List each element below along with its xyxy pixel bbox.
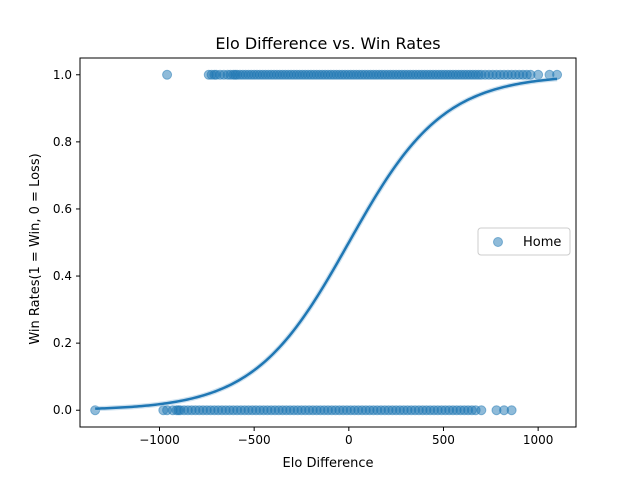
y-tick-label: 0.6 [53, 202, 72, 216]
axes: −1000 −500 0 500 1000 0.0 0.2 0.4 0.6 0.8 1.0 [53, 57, 577, 447]
legend-box [477, 227, 571, 256]
data-point-loss [506, 405, 517, 416]
x-tick-label: 0 [345, 433, 353, 447]
y-tick-label: 1.0 [53, 68, 72, 82]
data-point-win [162, 69, 173, 80]
data-point-loss [476, 405, 487, 416]
logistic-fit-line [95, 77, 558, 410]
y-tick-label: 0.2 [53, 336, 72, 350]
x-tick-label: −500 [238, 433, 271, 447]
legend-entry-home: Home [523, 235, 561, 250]
y-axis-label: Win Rates(1 = Win, 0 = Loss) [28, 153, 43, 344]
x-axis-label: Elo Difference [283, 456, 374, 471]
x-tick-label: −1000 [139, 433, 180, 447]
y-tick-label: 0.8 [53, 135, 72, 149]
y-tick-label: 0.4 [53, 269, 72, 283]
x-tick-label: 500 [432, 433, 455, 447]
chart-title: Elo Difference vs. Win Rates [215, 34, 440, 53]
axes-frame [79, 57, 577, 428]
legend: Home [477, 227, 571, 256]
legend-marker [493, 237, 503, 247]
x-tick-label: 1000 [523, 433, 554, 447]
y-tick-label: 0.0 [53, 403, 72, 417]
plot-area [90, 69, 563, 416]
